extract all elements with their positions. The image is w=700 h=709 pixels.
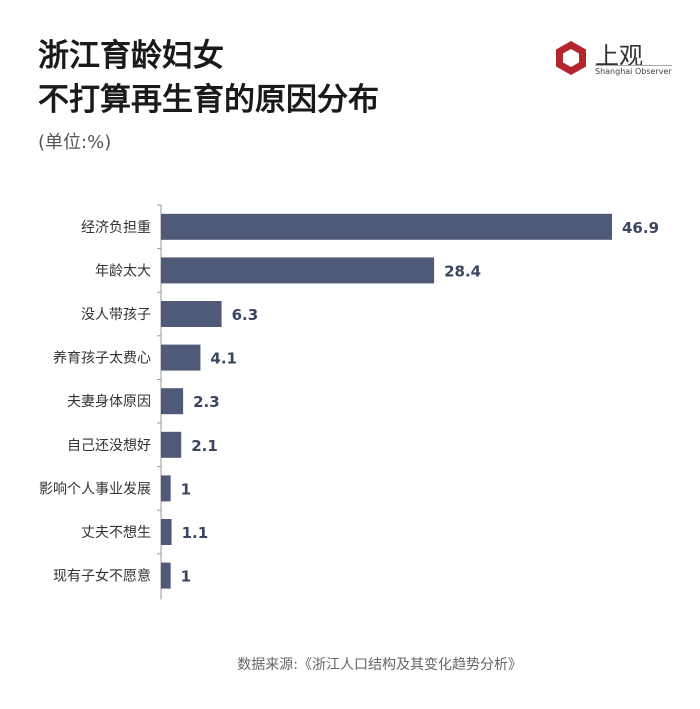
bar	[161, 562, 171, 589]
category-label: 丈夫不想生	[81, 525, 151, 541]
data-label: 1.1	[182, 524, 209, 542]
data-label: 4.1	[210, 350, 237, 368]
logo-subtext: Shanghai Observer	[595, 65, 672, 76]
bar	[161, 431, 182, 458]
title-line-1: 浙江育龄妇女	[38, 38, 224, 74]
bar	[161, 388, 184, 415]
data-label: 1	[181, 480, 191, 498]
bar	[161, 257, 435, 284]
bar	[161, 213, 612, 240]
category-label: 现有子女不愿意	[53, 568, 151, 585]
category-label: 自己还没想好	[67, 438, 151, 454]
chart-title: 浙江育龄妇女 不打算再生育的原因分布	[38, 34, 379, 122]
category-label: 没人带孩子	[81, 307, 151, 323]
source-note: 数据来源:《浙江人口结构及其变化趋势分析》	[237, 657, 522, 673]
bar	[161, 344, 201, 371]
data-label: 6.3	[232, 306, 259, 324]
shanghai-observer-logo: 上观 Shanghai Observer	[553, 40, 693, 80]
category-label: 年龄太大	[95, 263, 151, 279]
data-label: 28.4	[444, 262, 481, 280]
unit-label: (单位:%)	[38, 132, 112, 153]
bar	[161, 475, 171, 502]
category-label: 经济负担重	[81, 220, 151, 236]
title-line-2: 不打算再生育的原因分布	[38, 82, 379, 118]
logo-hexagon-icon	[556, 41, 586, 75]
data-label: 1	[181, 568, 191, 586]
category-label: 夫妻身体原因	[67, 394, 151, 410]
bar	[161, 519, 172, 545]
category-label: 养育孩子太费心	[53, 351, 151, 367]
bar	[161, 301, 222, 327]
data-label: 2.1	[191, 437, 218, 455]
category-label: 影响个人事业发展	[39, 481, 151, 497]
data-label: 2.3	[193, 393, 220, 411]
data-label: 46.9	[622, 219, 659, 237]
